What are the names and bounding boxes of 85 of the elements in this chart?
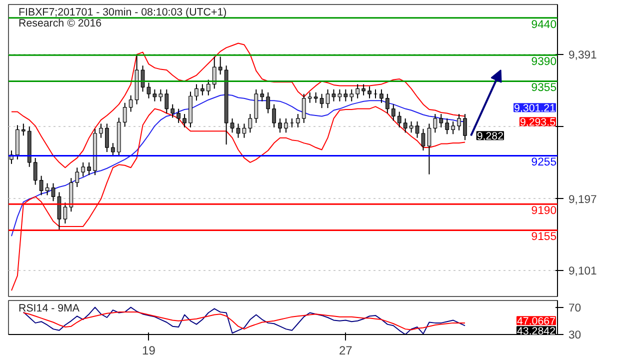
ref-line-label: 9155	[531, 231, 556, 244]
candlestick	[33, 157, 38, 186]
candlestick	[320, 93, 324, 109]
candlestick	[409, 120, 414, 134]
candlestick	[51, 182, 56, 202]
y-tick-label: 9,101	[568, 265, 597, 278]
candlestick	[266, 92, 270, 114]
candlestick	[427, 123, 432, 175]
candlestick	[105, 123, 109, 152]
annotation: 9,293.5	[520, 116, 556, 129]
chart-title: RSI14 - 9MA	[18, 302, 80, 314]
candlestick	[122, 102, 127, 128]
candlestick	[164, 88, 169, 114]
candlestick	[87, 162, 91, 176]
candlestick	[380, 88, 384, 104]
candlestick	[170, 104, 175, 118]
candlestick	[110, 142, 115, 157]
candlestick	[451, 120, 456, 135]
candlestick	[403, 118, 408, 134]
x-tick-label: 27	[338, 344, 353, 356]
candlestick	[230, 118, 234, 134]
candlestick	[368, 86, 372, 99]
candlestick	[332, 88, 336, 102]
candlestick	[39, 175, 44, 196]
line-series	[22, 312, 466, 330]
candlestick	[314, 92, 318, 104]
candlestick	[128, 94, 133, 112]
candlestick	[284, 118, 288, 134]
candlestick	[99, 123, 103, 138]
candlestick	[397, 111, 402, 128]
ref-line-label: 9390	[531, 56, 556, 68]
candlestick	[45, 182, 50, 196]
x-tick-label: 19	[142, 344, 156, 356]
candlestick	[278, 118, 282, 134]
candlestick	[75, 167, 80, 188]
annotation: 43.2842	[516, 326, 556, 338]
candlestick	[194, 84, 198, 102]
candlestick	[356, 84, 360, 99]
candlestick	[385, 93, 390, 114]
candlestick	[391, 104, 396, 122]
candlestick	[200, 84, 204, 96]
candlestick	[362, 84, 366, 96]
candlestick	[260, 88, 264, 102]
candlestick	[421, 128, 426, 151]
candlestick	[81, 162, 86, 178]
candlestick	[415, 120, 420, 138]
candlestick	[242, 123, 246, 138]
candlestick	[176, 108, 181, 124]
candlestick	[212, 56, 216, 90]
ref-line-label: 9440	[531, 18, 556, 31]
candlestick	[344, 88, 348, 102]
candlestick	[158, 88, 163, 102]
candlestick	[433, 114, 438, 134]
candlestick	[457, 114, 461, 131]
candlestick	[182, 114, 186, 128]
candlestick	[218, 56, 222, 76]
candlestick	[206, 79, 210, 96]
ref-line-label: 9255	[531, 156, 556, 169]
candlestick	[463, 114, 467, 141]
candlestick	[302, 93, 306, 124]
line-series	[10, 94, 466, 237]
candlestick	[326, 88, 330, 109]
candlestick	[308, 92, 312, 104]
annotation: 9,301.21	[514, 102, 556, 115]
candlestick	[338, 88, 342, 102]
y-tick-label: 9,391	[568, 49, 597, 62]
candlestick	[248, 114, 252, 134]
chart-title: FIBXF7;201701 - 30min - 08:10:03 (UTC+1)	[18, 6, 227, 18]
candlestick	[63, 202, 68, 224]
candlestick	[272, 104, 276, 128]
ref-line-label: 9355	[531, 82, 556, 94]
y-tick-label: 70	[568, 302, 582, 314]
y-tick-label: 9,197	[568, 194, 597, 206]
y-tick-label: 30	[568, 330, 582, 342]
candlestick	[152, 88, 157, 102]
ref-line-label: 9190	[531, 205, 556, 218]
annotation: 9,282	[476, 130, 504, 143]
text: Research © 2016	[18, 18, 102, 30]
candlestick	[445, 118, 450, 135]
candlestick	[350, 88, 354, 102]
line-series	[10, 42, 466, 168]
candlestick	[296, 114, 300, 128]
candlestick	[21, 123, 26, 136]
candlestick	[439, 114, 444, 128]
annotation: 47.0667	[516, 316, 556, 328]
